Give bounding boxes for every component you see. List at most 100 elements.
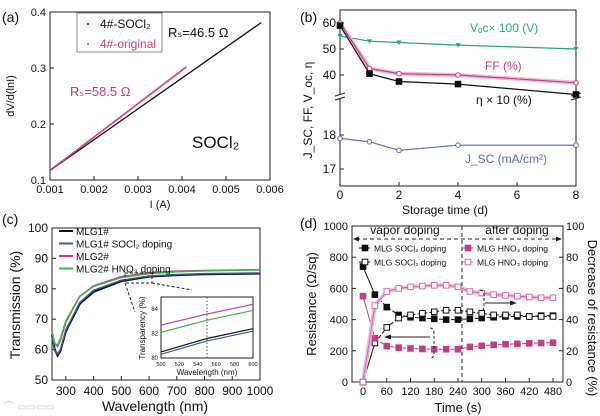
y-tick-right-label-d: 80 bbox=[566, 252, 578, 264]
zoom-connector bbox=[151, 282, 193, 291]
data-point-eta bbox=[572, 91, 580, 98]
data-point-jsc bbox=[396, 147, 402, 154]
data-point-jsc bbox=[573, 142, 579, 148]
panel-label-b: (b) bbox=[300, 9, 317, 25]
annotation-rs-original: Rₛ=58.5 Ω bbox=[70, 84, 131, 99]
x-tick-label-d: 360 bbox=[496, 386, 514, 398]
series-label-voc: Vₒc× 100 (V) bbox=[470, 21, 538, 35]
axis-break-mark bbox=[570, 96, 582, 101]
x-tick-label-c: 500 bbox=[111, 384, 131, 398]
x-tick-label-b: 8 bbox=[573, 188, 580, 202]
x-axis-label-c: Wavelength (nm) bbox=[102, 398, 208, 414]
data-point-eta bbox=[395, 78, 403, 85]
x-tick-label-b: 4 bbox=[455, 188, 462, 202]
x-tick-label-b: 2 bbox=[396, 188, 403, 202]
data-point-hno3-resistance bbox=[371, 335, 379, 342]
legend-marker-socl2 bbox=[87, 23, 89, 25]
y-tick-label-d: 800 bbox=[330, 252, 348, 264]
x-tick-label-c: 400 bbox=[84, 384, 104, 398]
y-tick-right-label-d: 20 bbox=[566, 346, 578, 358]
axis-break-mark bbox=[334, 92, 346, 97]
x-tick-label-d: 300 bbox=[473, 386, 491, 398]
y-tick-right-label-d: 0 bbox=[566, 377, 572, 389]
x-tick-label-d: 420 bbox=[520, 386, 538, 398]
y-tick-label-a: 0.1 bbox=[31, 175, 46, 187]
series-line-socl2-resistance bbox=[362, 266, 376, 295]
x-tick-label-d: 0 bbox=[360, 386, 366, 398]
y-tick-label-d: 200 bbox=[330, 346, 348, 358]
series-label-ff: FF (%) bbox=[485, 59, 522, 73]
data-point-socl2-decrease bbox=[383, 324, 391, 331]
legend-label-mlg1-socl2: MLG1# SOCl₂ doping bbox=[76, 240, 172, 251]
y-tick-label-c: 100 bbox=[28, 221, 48, 235]
data-point-voc bbox=[573, 47, 579, 52]
data-point-ff bbox=[455, 72, 461, 78]
data-point-hno3-resistance bbox=[407, 345, 414, 352]
data-point-hno3-resistance bbox=[502, 340, 509, 348]
data-point-jsc bbox=[366, 139, 373, 145]
y-tick-label-c: 90 bbox=[35, 251, 49, 265]
data-point-hno3-decrease bbox=[514, 292, 521, 300]
y-axis-label-c: Transmission (%) bbox=[7, 251, 23, 359]
data-point-hno3-resistance bbox=[466, 343, 474, 351]
series-label-eta: η × 10 (%) bbox=[476, 93, 532, 107]
series-line-socl2-resistance bbox=[374, 294, 553, 321]
data-point-jsc bbox=[337, 135, 343, 142]
data-point-hno3-resistance bbox=[442, 345, 450, 353]
y-tick-label-c: 80 bbox=[35, 282, 49, 296]
data-point-socl2-decrease bbox=[549, 313, 557, 320]
x-tick-label-a: 0.005 bbox=[212, 184, 240, 196]
series-line-hno3-resistance bbox=[374, 337, 554, 350]
x-tick-label-d: 180 bbox=[425, 386, 443, 398]
legend-marker-socl2-resistance bbox=[361, 244, 369, 252]
y-tick-label-b: 50 bbox=[323, 42, 337, 56]
x-tick-label-a: 0.003 bbox=[124, 184, 152, 196]
legend-label-hno3-decrease: MLG HNO₃ doping bbox=[477, 258, 548, 268]
x-tick-label-a: 0.001 bbox=[36, 184, 64, 196]
x-tick-label-c: 800 bbox=[195, 384, 215, 398]
y-tick-label-d: 1000 bbox=[324, 221, 348, 233]
data-point-jsc bbox=[455, 142, 461, 148]
legend-label-original: 4#-original bbox=[100, 37, 156, 51]
legend-label-socl2-resistance: MLG SOCl₂ doping bbox=[374, 244, 447, 254]
y-tick-label-b: 40 bbox=[323, 68, 337, 82]
axis-break-mark bbox=[334, 96, 346, 101]
y-tick-label-d: 400 bbox=[330, 315, 348, 327]
data-point-socl2-decrease bbox=[430, 308, 438, 316]
inset-x-tick-label: 580 bbox=[230, 362, 239, 368]
data-point-ff bbox=[573, 80, 579, 86]
data-point-socl2-resistance bbox=[466, 315, 474, 323]
data-point-socl2-decrease bbox=[419, 310, 426, 317]
data-point-hno3-resistance bbox=[525, 340, 533, 347]
panel-label-a: (a) bbox=[2, 9, 19, 25]
x-axis-label-b: Storage time (d) bbox=[402, 203, 488, 217]
data-point-socl2-resistance bbox=[430, 315, 438, 323]
data-point-socl2-decrease bbox=[502, 311, 509, 319]
data-point-hno3-decrease bbox=[490, 291, 497, 298]
x-tick-label-b: 6 bbox=[514, 188, 521, 202]
legend-label-hno3-resistance: MLG HNO₃ doping bbox=[477, 244, 548, 254]
region-label-vapor: vapor doping bbox=[370, 223, 439, 237]
inset-x-tick-label: 600 bbox=[248, 362, 257, 368]
inset-x-tick-label: 520 bbox=[175, 362, 184, 368]
watermark: ⌒ ▭▭▭▭ bbox=[4, 402, 55, 413]
x-tick-label-a: 0.004 bbox=[168, 184, 196, 196]
inset-plot-area bbox=[160, 296, 254, 359]
legend-box-a bbox=[76, 12, 163, 53]
x-tick-label-a: 0.006 bbox=[256, 184, 284, 196]
arrow-head-left bbox=[384, 334, 391, 340]
annotation-rs-socl2: Rₛ=46.5 Ω bbox=[168, 25, 229, 40]
y-tick-label-b: 17 bbox=[323, 162, 337, 176]
series-line-mlg1-socl2 bbox=[51, 272, 261, 356]
legend-label-socl2-decrease: MLG SOCl₂ doping bbox=[374, 258, 447, 268]
data-point-hno3-resistance bbox=[395, 344, 402, 351]
data-point-eta bbox=[366, 70, 373, 78]
data-point-voc bbox=[367, 39, 372, 44]
y-tick-label-b: 60 bbox=[323, 16, 337, 30]
zoom-region-box bbox=[124, 272, 153, 284]
data-point-hno3-resistance bbox=[454, 345, 462, 353]
inset-y-axis-label: Transparency (%) bbox=[138, 296, 147, 360]
y-tick-right-label-d: 60 bbox=[566, 283, 578, 295]
x-tick-label-a: 0.002 bbox=[80, 184, 108, 196]
inset-y-tick-label: 82 bbox=[151, 332, 158, 338]
